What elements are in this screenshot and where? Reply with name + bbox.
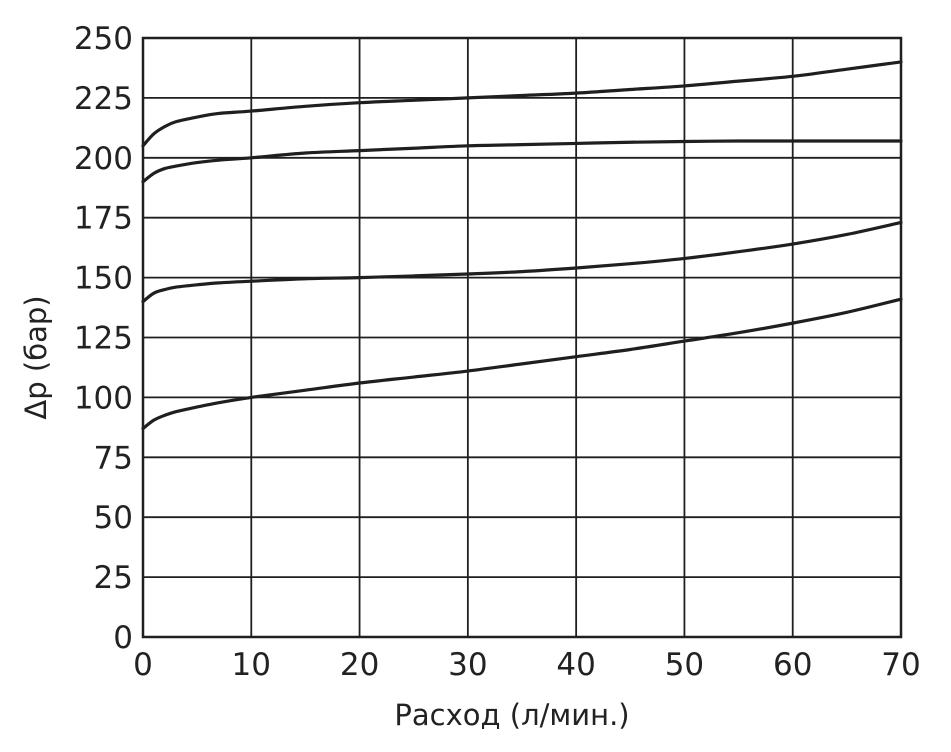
x-tick-label: 70 xyxy=(881,647,920,683)
x-tick-labels: 0 10 20 30 40 50 60 70 xyxy=(133,647,921,683)
x-tick-label: 0 xyxy=(133,647,153,683)
y-tick-labels: 0 25 50 75 100 125 150 175 200 225 250 xyxy=(74,21,133,656)
y-tick-label: 150 xyxy=(74,261,133,297)
series-line-2 xyxy=(141,139,903,184)
x-tick-label: 20 xyxy=(340,647,379,683)
y-tick-label: 200 xyxy=(74,141,133,177)
y-axis-title: Δp (бар) xyxy=(19,295,53,419)
y-tick-label: 50 xyxy=(94,500,133,536)
x-tick-label: 10 xyxy=(232,647,271,683)
y-tick-label: 100 xyxy=(74,380,133,416)
grid xyxy=(142,37,902,638)
y-tick-label: 225 xyxy=(74,81,133,117)
x-tick-label: 50 xyxy=(665,647,704,683)
y-tick-label: 125 xyxy=(74,321,133,357)
series-line-4 xyxy=(141,297,903,431)
y-tick-label: 250 xyxy=(74,21,133,57)
x-axis-title: Расход (л/мин.) xyxy=(394,698,629,732)
y-tick-label: 25 xyxy=(94,560,133,596)
y-tick-label: 75 xyxy=(94,440,133,476)
plot-frame xyxy=(141,36,903,639)
series-line-1 xyxy=(141,60,903,148)
y-tick-label: 175 xyxy=(74,201,133,237)
series-line-3 xyxy=(141,220,903,304)
y-tick-label: 0 xyxy=(113,620,133,656)
x-tick-label: 40 xyxy=(556,647,595,683)
x-tick-label: 60 xyxy=(773,647,812,683)
series-group xyxy=(141,60,903,431)
x-tick-label: 30 xyxy=(448,647,487,683)
